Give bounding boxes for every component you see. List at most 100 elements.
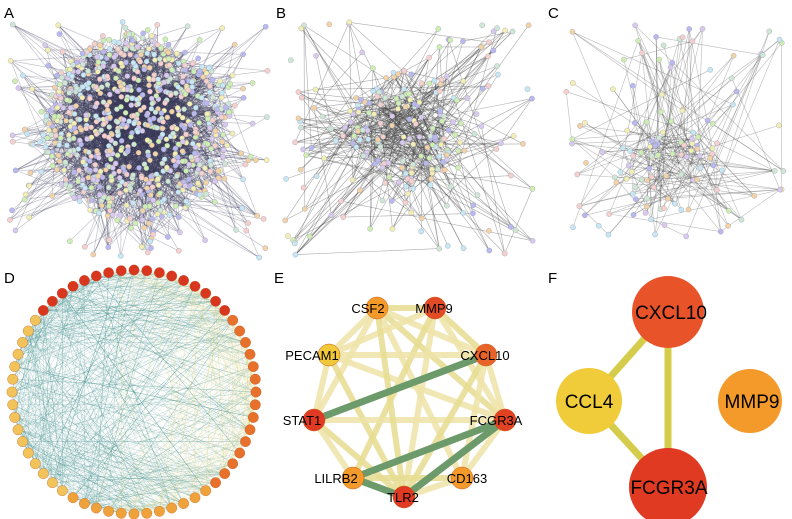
network-edge — [103, 123, 258, 217]
network-node — [612, 174, 618, 181]
network-edge — [107, 90, 132, 111]
network-edge — [72, 75, 150, 86]
network-node — [83, 112, 89, 118]
network-node — [122, 110, 129, 116]
network-node — [529, 186, 536, 192]
network-node — [407, 97, 413, 103]
network-node — [173, 126, 180, 132]
network-edge — [15, 154, 118, 231]
network-node — [54, 117, 60, 124]
network-edge — [298, 91, 416, 156]
network-edge — [67, 69, 225, 118]
network-node — [56, 31, 63, 37]
network-edge — [135, 67, 205, 104]
network-edge — [677, 166, 729, 211]
network-node — [123, 46, 129, 53]
network-edge — [159, 84, 242, 154]
network-node — [427, 133, 434, 139]
network-node — [22, 325, 34, 337]
network-edge — [385, 153, 448, 156]
network-node — [156, 56, 163, 62]
panel-label-e: E — [274, 270, 284, 287]
network-node — [667, 64, 674, 71]
network-edge — [98, 132, 186, 162]
network-node — [395, 100, 402, 107]
network-node — [204, 111, 210, 117]
network-edge — [629, 150, 670, 169]
network-edge — [54, 65, 136, 137]
hub-node-cd163-label: CD163 — [447, 471, 487, 486]
network-node — [408, 209, 415, 216]
hub-node-stat1: STAT1 — [283, 408, 326, 432]
network-edge — [637, 40, 713, 149]
network-node — [128, 508, 140, 519]
network-node — [144, 185, 150, 191]
network-edge — [22, 342, 251, 430]
hub-node-mmp9-label: MMP9 — [415, 301, 453, 316]
network-edge — [146, 270, 254, 367]
network-edge — [422, 65, 498, 148]
network-node — [725, 223, 731, 229]
network-node — [689, 136, 695, 142]
network-edge — [629, 53, 762, 152]
network-edge — [343, 98, 533, 137]
network-edge — [571, 138, 693, 144]
network-edge — [80, 94, 207, 104]
network-node — [106, 237, 112, 243]
network-node — [247, 361, 259, 372]
network-edge — [72, 107, 115, 135]
network-edge — [295, 65, 498, 255]
hub-node-fcgr3a-label: FCGR3A — [470, 413, 523, 428]
network-edge — [362, 41, 464, 131]
network-node — [346, 19, 353, 26]
network-node — [114, 88, 120, 94]
network-edge — [295, 106, 415, 143]
network-node — [100, 33, 106, 39]
network-edge — [377, 92, 437, 140]
network-edge — [614, 177, 646, 214]
network-node — [452, 132, 458, 138]
network-edge — [663, 45, 684, 110]
network-edge — [405, 148, 497, 174]
network-node — [234, 325, 246, 337]
network-edge — [145, 138, 267, 161]
network-node — [162, 100, 168, 106]
network-edge — [93, 169, 168, 180]
network-edge — [72, 107, 196, 148]
network-edge — [69, 92, 159, 203]
network-edge — [411, 175, 512, 182]
hub-node-mmp9: MMP9 — [415, 296, 453, 320]
network-node — [240, 95, 247, 101]
network-node — [78, 127, 85, 133]
network-edge — [380, 125, 393, 147]
network-node — [83, 125, 89, 132]
network-edge — [388, 146, 421, 164]
network-edge — [93, 63, 179, 255]
network-node — [148, 33, 155, 39]
network-edge — [368, 107, 409, 140]
network-edge — [397, 73, 497, 150]
network-node — [577, 123, 583, 129]
network-node — [163, 136, 170, 142]
network-node — [630, 153, 636, 159]
network-node — [457, 139, 463, 146]
network-node — [629, 190, 636, 197]
network-node — [470, 202, 477, 208]
network-node — [648, 153, 655, 159]
network-node — [179, 138, 186, 145]
network-node — [22, 126, 28, 133]
network-node — [62, 176, 69, 183]
network-edge — [303, 25, 378, 160]
network-edge — [205, 293, 225, 474]
network-node — [181, 125, 188, 131]
network-node — [95, 68, 101, 75]
network-edge — [54, 87, 109, 248]
network-node — [351, 132, 357, 139]
network-node — [441, 113, 447, 120]
network-edge — [354, 120, 415, 136]
network-edge — [411, 83, 422, 174]
network-edge — [104, 156, 186, 197]
network-node — [22, 447, 34, 459]
network-node — [80, 159, 86, 165]
network-node — [507, 223, 514, 230]
